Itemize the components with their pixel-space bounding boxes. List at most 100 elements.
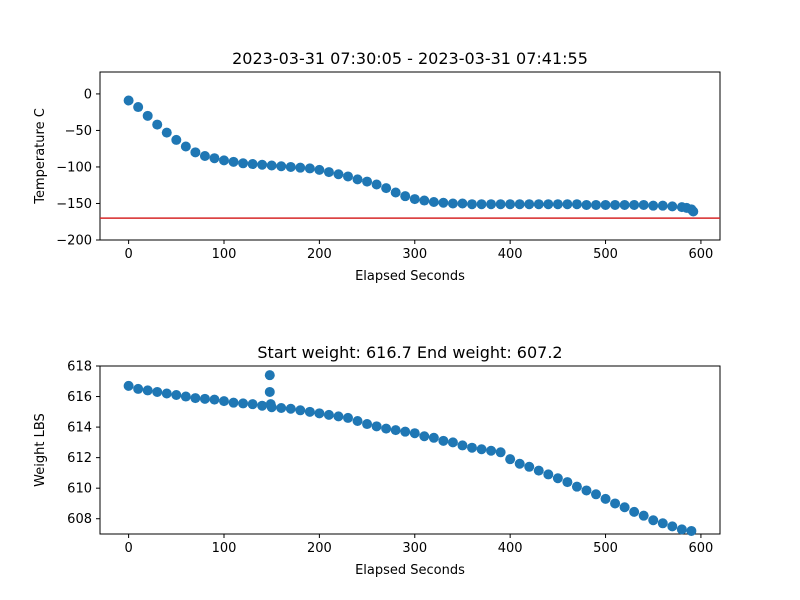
data-point xyxy=(219,155,229,166)
data-point xyxy=(447,198,458,209)
x-tick-label: 100 xyxy=(212,541,237,556)
data-point xyxy=(524,199,535,210)
data-point xyxy=(552,473,563,484)
y-tick-label: 610 xyxy=(67,482,92,497)
data-point xyxy=(314,408,325,419)
data-point xyxy=(152,119,163,130)
data-point xyxy=(180,391,191,402)
data-point xyxy=(428,432,439,443)
data-point xyxy=(133,102,144,113)
data-point xyxy=(438,197,449,208)
data-point xyxy=(409,428,420,439)
data-point xyxy=(371,421,382,432)
data-point xyxy=(257,159,268,170)
data-point xyxy=(323,409,334,420)
data-point xyxy=(123,95,134,106)
y-axis-label: Weight LBS xyxy=(33,413,48,487)
data-point xyxy=(304,406,315,417)
data-point xyxy=(610,199,621,210)
data-point xyxy=(419,195,430,206)
data-point xyxy=(543,199,554,210)
data-point xyxy=(495,447,506,458)
data-point xyxy=(352,174,363,185)
data-point xyxy=(276,403,287,413)
data-point xyxy=(333,411,344,422)
y-tick-label: 612 xyxy=(67,451,92,466)
data-point xyxy=(629,506,640,517)
data-point xyxy=(562,477,573,488)
data-point xyxy=(467,442,477,453)
data-point xyxy=(543,469,554,480)
data-point xyxy=(400,191,411,202)
x-tick-label: 500 xyxy=(593,541,618,556)
y-axis-label: Temperature C xyxy=(33,108,48,205)
x-tick-label: 0 xyxy=(124,541,132,556)
data-point xyxy=(152,386,163,397)
x-tick-label: 300 xyxy=(402,541,427,556)
x-tick-label: 200 xyxy=(307,247,332,262)
data-point xyxy=(266,402,277,413)
data-point xyxy=(238,398,249,409)
data-point xyxy=(390,187,401,198)
data-point xyxy=(438,435,449,446)
data-point xyxy=(571,481,582,492)
data-point xyxy=(428,197,439,208)
data-point xyxy=(400,426,411,437)
data-point xyxy=(295,162,306,173)
data-point xyxy=(209,394,220,405)
data-point xyxy=(371,179,382,190)
data-point xyxy=(362,419,373,430)
data-point xyxy=(581,199,592,210)
data-point xyxy=(161,388,172,399)
data-point xyxy=(619,502,630,513)
y-tick-label: 616 xyxy=(67,390,92,405)
data-point xyxy=(419,431,430,442)
data-point xyxy=(171,390,182,401)
data-point xyxy=(199,393,210,404)
y-tick-label: 608 xyxy=(67,512,92,527)
data-point xyxy=(228,156,239,167)
data-point xyxy=(667,521,678,532)
data-point xyxy=(600,493,611,504)
data-point xyxy=(638,199,649,210)
data-point xyxy=(304,163,315,174)
x-tick-label: 100 xyxy=(212,247,237,262)
chart-title: 2023-03-31 07:30:05 - 2023-03-31 07:41:5… xyxy=(232,49,588,68)
x-axis-label: Elapsed Seconds xyxy=(355,563,465,578)
data-point xyxy=(190,393,201,404)
x-tick-label: 400 xyxy=(498,247,523,262)
data-point xyxy=(190,147,201,158)
data-point xyxy=(285,161,296,172)
x-tick-label: 600 xyxy=(689,247,714,262)
data-point xyxy=(457,198,468,209)
data-point xyxy=(648,515,659,526)
data-point xyxy=(209,153,220,164)
x-tick-label: 400 xyxy=(498,541,523,556)
data-point xyxy=(514,458,525,469)
data-point xyxy=(264,386,275,397)
data-point xyxy=(676,524,687,535)
plot-frame xyxy=(99,71,721,241)
y-tick-label: −200 xyxy=(56,234,92,249)
data-point xyxy=(571,199,582,210)
data-point xyxy=(619,199,630,210)
x-tick-label: 200 xyxy=(307,541,332,556)
data-point xyxy=(219,396,229,407)
data-point xyxy=(362,176,373,187)
data-point xyxy=(323,167,334,178)
data-point xyxy=(161,127,172,138)
data-point xyxy=(486,199,497,210)
y-tick-label: 618 xyxy=(67,360,92,375)
data-point xyxy=(524,461,535,472)
data-point xyxy=(447,437,458,448)
data-point xyxy=(467,199,477,210)
data-point xyxy=(228,397,239,408)
data-point xyxy=(409,194,420,205)
x-tick-label: 0 xyxy=(124,247,132,262)
y-tick-label: −150 xyxy=(56,197,92,212)
data-point xyxy=(390,425,401,436)
data-point xyxy=(381,423,392,434)
data-point xyxy=(476,199,487,210)
data-point xyxy=(142,110,153,121)
